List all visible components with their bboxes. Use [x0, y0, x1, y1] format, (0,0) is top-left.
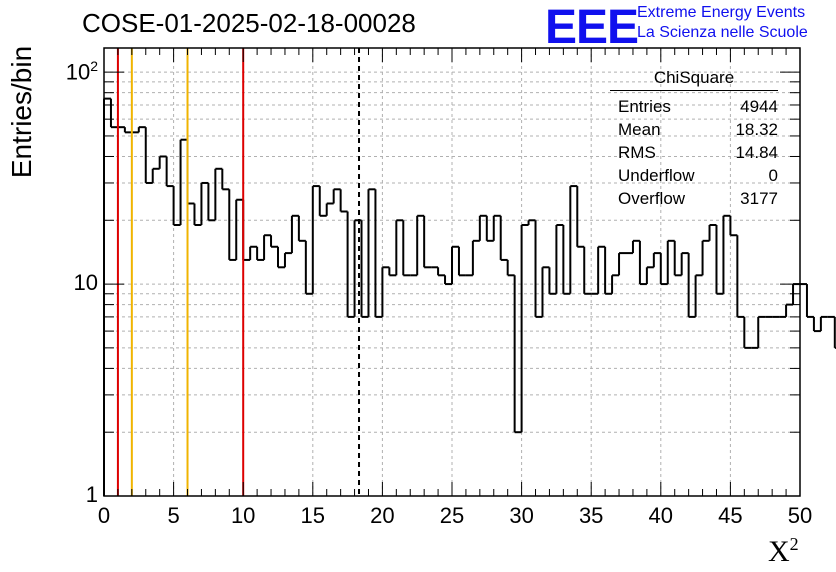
y-tick-label: 10: [73, 270, 98, 296]
x-tick-label: 5: [167, 503, 180, 528]
x-tick-label: 40: [648, 503, 674, 528]
x-tick-label: 30: [509, 503, 534, 528]
x-tick-label: 25: [439, 503, 465, 528]
stats-box: ChiSquare Entries 4944 Mean 18.32 RMS 14.84…: [610, 68, 778, 210]
plot-title: COSE-01-2025-02-18-00028: [82, 8, 416, 38]
logo-subtitle-1: Extreme Energy Events: [637, 4, 806, 21]
stat-row-rms: RMS 14.84: [618, 143, 778, 162]
axes: [103, 47, 801, 497]
x-tick-label: 15: [300, 503, 326, 528]
grid-lines: [104, 48, 800, 496]
x-tick-label: 35: [578, 503, 604, 528]
y-tick-label: 102: [65, 58, 98, 85]
x-tick-label: 0: [97, 503, 111, 528]
x-tick-label: 45: [718, 503, 743, 528]
x-tick-label: 10: [230, 503, 256, 528]
histogram-bars: [103, 97, 836, 496]
stat-row-underflow: Underflow 0: [618, 166, 778, 185]
y-tick-label: 1: [85, 482, 98, 507]
x-tick-label: 20: [370, 503, 395, 528]
stat-row-overflow: Overflow 3177: [618, 189, 778, 208]
eee-logo: EEE: [545, 1, 639, 54]
y-axis-label: Entries/bin: [6, 45, 37, 179]
x-tick-label: 50: [787, 503, 813, 528]
stat-row-entries: Entries 4944: [618, 97, 778, 116]
stat-row-mean: Mean 18.32: [618, 120, 778, 139]
logo-subtitle-2: La Scienza nelle Scuole: [637, 24, 808, 41]
reference-lines: [116, 48, 361, 496]
stats-title: ChiSquare: [610, 68, 778, 91]
x-axis-label: X2: [768, 534, 799, 568]
